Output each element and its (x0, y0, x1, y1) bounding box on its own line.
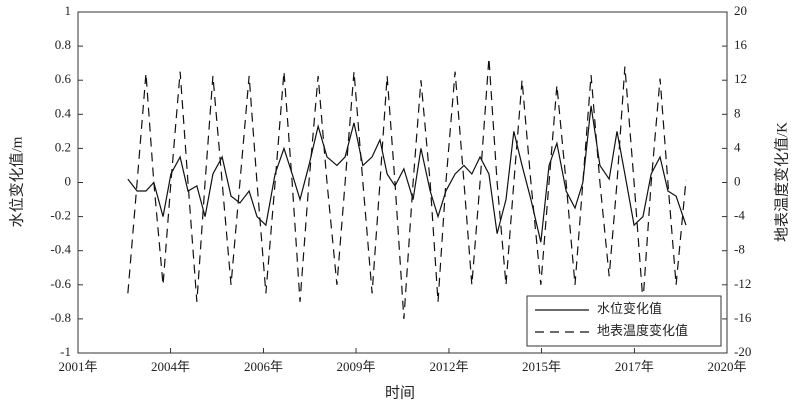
y-axis-title: 水位变化值/m (8, 136, 25, 227)
x-tick-label: 2015年 (522, 359, 561, 374)
legend-box (526, 295, 722, 347)
y-tick-label: 0.2 (55, 139, 71, 154)
y-tick-label: -0.2 (50, 208, 71, 223)
y-tick-label: -0.8 (50, 310, 71, 325)
x-axis-title: 时间 (385, 384, 415, 401)
y2-tick-label: -8 (734, 242, 745, 257)
y2-tick-label: 12 (734, 71, 747, 86)
y2-tick-label: -12 (734, 276, 751, 291)
y2-tick-label: -4 (734, 208, 745, 223)
series-line (127, 57, 687, 319)
y-tick-label: 0.8 (55, 37, 71, 52)
x-tick-label: 2006年 (244, 359, 283, 374)
x-tick-label: 2012年 (429, 359, 468, 374)
y-tick-label: 0 (65, 173, 72, 188)
y2-tick-label: 20 (734, 3, 747, 18)
x-tick-label: 2009年 (337, 359, 376, 374)
y2-axis-title: 地表温度变化值/K (773, 122, 790, 242)
x-tick-label: 2017年 (615, 359, 654, 374)
legend-label: 地表温度变化值 (597, 323, 688, 338)
y-tick-label: 0.4 (55, 105, 72, 120)
y2-tick-label: -20 (734, 344, 751, 359)
series-line (127, 105, 687, 243)
y2-tick-label: -16 (734, 310, 752, 325)
y2-tick-label: 0 (734, 173, 741, 188)
y2-tick-label: 4 (734, 139, 741, 154)
y-tick-label: 1 (65, 3, 72, 18)
y-tick-label: -1 (60, 344, 71, 359)
y2-tick-label: 16 (734, 37, 748, 52)
legend-label: 水位变化值 (597, 301, 662, 316)
y-tick-label: -0.6 (50, 276, 71, 291)
y-tick-label: -0.4 (50, 242, 71, 257)
x-tick-label: 2004年 (151, 359, 190, 374)
y2-tick-label: 8 (734, 105, 741, 120)
y-tick-label: 0.6 (55, 71, 72, 86)
x-tick-label: 2020年 (707, 359, 746, 374)
x-tick-label: 2001年 (58, 359, 97, 374)
